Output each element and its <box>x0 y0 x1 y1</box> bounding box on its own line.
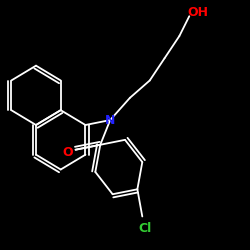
Text: O: O <box>63 146 74 159</box>
Text: N: N <box>105 114 115 126</box>
Text: Cl: Cl <box>138 222 151 235</box>
Text: OH: OH <box>188 6 208 19</box>
